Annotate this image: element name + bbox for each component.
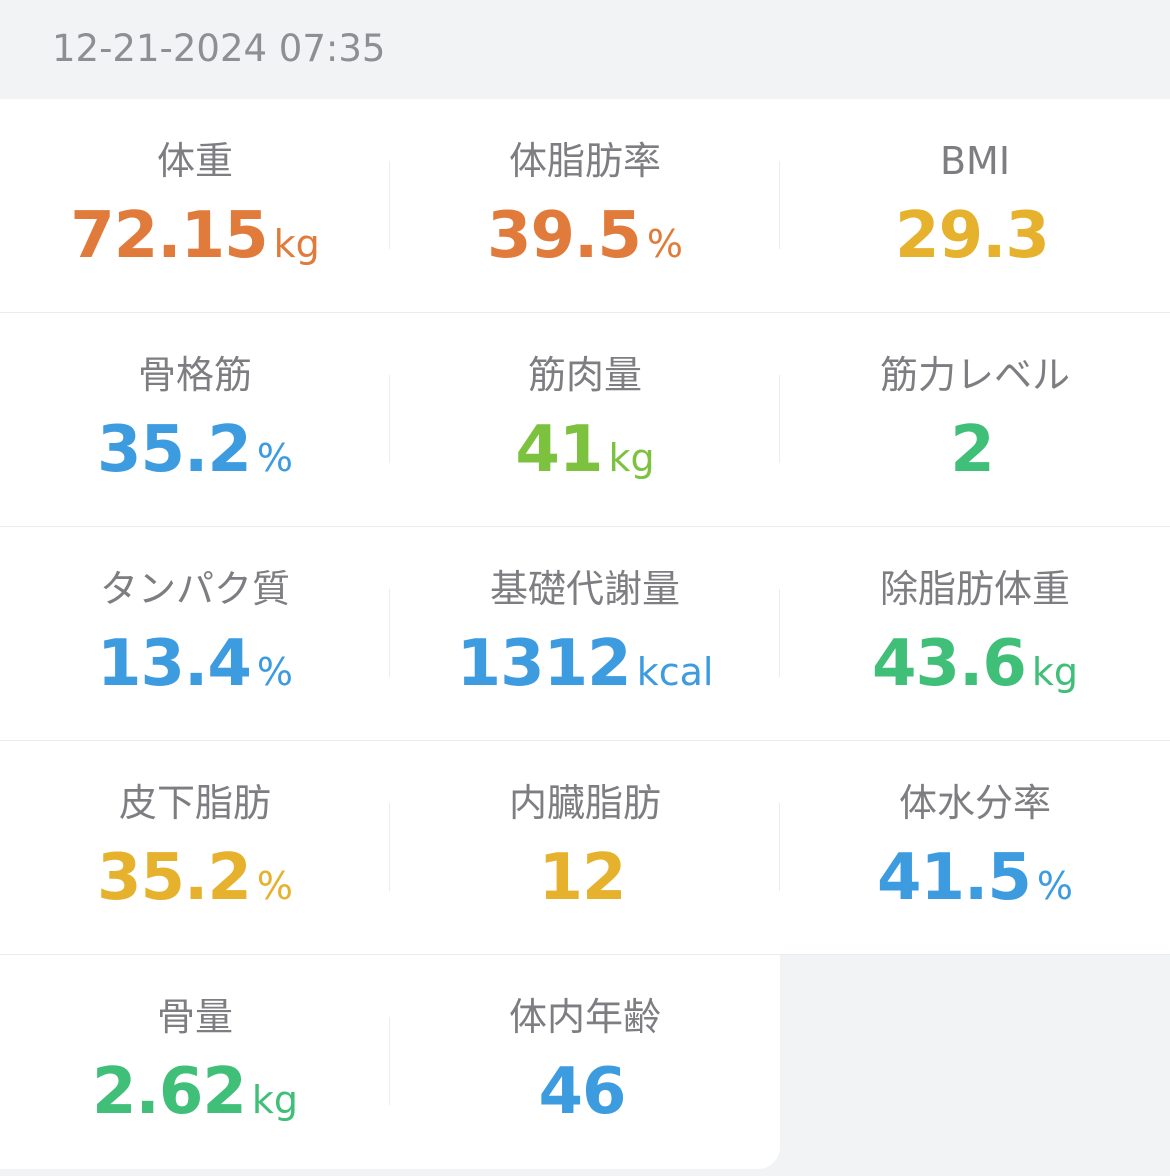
column-divider — [779, 589, 780, 677]
column-divider — [389, 161, 390, 249]
metric-value-line: 13.4% — [0, 627, 390, 717]
metric-label: 骨量 — [156, 995, 233, 1039]
metric-label: 体内年齢 — [508, 995, 661, 1039]
metric-cell-visceral-fat[interactable]: 内臓脂肪 12 — [390, 741, 780, 955]
metric-value-line: 41.5% — [780, 841, 1170, 931]
metric-value-line: 72.15 kg — [0, 199, 390, 289]
metric-value-line: 2.62 kg — [0, 1055, 390, 1145]
metric-label: 骨格筋 — [137, 353, 252, 397]
metric-value: 12 — [538, 841, 626, 915]
metric-cell-bone-mass[interactable]: 骨量 2.62 kg — [0, 955, 390, 1169]
metric-value: 41.5 — [876, 841, 1032, 915]
metric-value-line: 29.3 — [780, 199, 1170, 289]
metric-label: BMI — [939, 139, 1011, 183]
metric-value-line: 35.2% — [0, 841, 390, 931]
metric-value: 72.15 — [70, 199, 268, 273]
metrics-row: 体重 72.15 kg 体脂肪率 39.5% BMI 29.3 — [0, 99, 1170, 313]
metric-value: 29.3 — [895, 199, 1050, 273]
metric-unit: kcal — [636, 650, 714, 694]
metrics-row: 皮下脂肪 35.2% 内臓脂肪 12 体水分率 41.5% — [0, 741, 1170, 955]
metric-value: 35.2 — [96, 841, 252, 915]
metrics-row: 骨格筋 35.2% 筋肉量 41 kg 筋力レベル 2 — [0, 313, 1170, 527]
metric-value: 39.5 — [486, 199, 642, 273]
metric-value: 2 — [950, 413, 995, 487]
metrics-row: タンパク質 13.4% 基礎代謝量 1312 kcal 除脂肪体重 43.6 kg — [0, 527, 1170, 741]
metric-label: 内臓脂肪 — [508, 781, 661, 825]
metric-unit: % — [256, 864, 293, 908]
metric-value-line: 46 — [390, 1055, 780, 1145]
metric-label: 筋肉量 — [527, 353, 642, 397]
measurement-timestamp: 12-21-2024 07:35 — [52, 27, 386, 70]
metric-unit: % — [646, 222, 683, 266]
metric-cell-weight[interactable]: 体重 72.15 kg — [0, 99, 390, 313]
metric-cell-body-water[interactable]: 体水分率 41.5% — [780, 741, 1170, 955]
metric-value-line: 41 kg — [390, 413, 780, 503]
metric-unit: % — [256, 436, 293, 480]
metric-value: 43.6 — [871, 627, 1027, 701]
metric-unit: % — [1036, 864, 1073, 908]
metric-value: 41 — [515, 413, 603, 487]
metric-cell-body-age[interactable]: 体内年齢 46 — [390, 955, 780, 1169]
metric-value-line: 2 — [780, 413, 1170, 503]
metric-unit: kg — [1031, 650, 1079, 694]
metric-cell-strength-level[interactable]: 筋力レベル 2 — [780, 313, 1170, 527]
metric-unit: kg — [273, 222, 320, 266]
metric-label: 体脂肪率 — [508, 139, 661, 183]
metric-label: 体水分率 — [898, 781, 1051, 825]
metric-value-line: 12 — [390, 841, 780, 931]
metric-cell-lean-body-mass[interactable]: 除脂肪体重 43.6 kg — [780, 527, 1170, 741]
metric-value: 2.62 — [91, 1055, 247, 1129]
metric-value-line: 1312 kcal — [390, 627, 780, 717]
metric-label: 筋力レベル — [879, 353, 1070, 397]
column-divider — [779, 161, 780, 249]
metric-value: 13.4 — [96, 627, 252, 701]
metric-cell-bmi[interactable]: BMI 29.3 — [780, 99, 1170, 313]
metric-value: 35.2 — [96, 413, 252, 487]
metric-unit: kg — [608, 436, 655, 480]
metric-label: タンパク質 — [99, 567, 290, 611]
metric-cell-skeletal-muscle[interactable]: 骨格筋 35.2% — [0, 313, 390, 527]
metric-value: 46 — [538, 1055, 626, 1129]
header: 12-21-2024 07:35 — [0, 0, 1170, 99]
metric-value-line: 43.6 kg — [780, 627, 1170, 717]
column-divider — [389, 375, 390, 463]
metric-label: 体重 — [156, 139, 233, 183]
metric-unit: % — [256, 650, 293, 694]
metric-unit: kg — [251, 1078, 299, 1122]
column-divider — [779, 375, 780, 463]
metric-label: 皮下脂肪 — [118, 781, 271, 825]
metric-cell-body-fat[interactable]: 体脂肪率 39.5% — [390, 99, 780, 313]
metric-cell-bmr[interactable]: 基礎代謝量 1312 kcal — [390, 527, 780, 741]
metric-label: 除脂肪体重 — [879, 567, 1070, 611]
metric-value: 1312 — [456, 627, 632, 701]
column-divider — [389, 589, 390, 677]
column-divider — [389, 803, 390, 891]
metric-value-line: 39.5% — [390, 199, 780, 289]
metric-value-line: 35.2% — [0, 413, 390, 503]
metrics-row: 骨量 2.62 kg 体内年齢 46 — [0, 955, 780, 1169]
column-divider — [389, 1017, 390, 1105]
metric-cell-muscle-mass[interactable]: 筋肉量 41 kg — [390, 313, 780, 527]
metric-cell-subcutaneous-fat[interactable]: 皮下脂肪 35.2% — [0, 741, 390, 955]
metric-label: 基礎代謝量 — [489, 567, 680, 611]
metric-cell-protein[interactable]: タンパク質 13.4% — [0, 527, 390, 741]
column-divider — [779, 803, 780, 891]
